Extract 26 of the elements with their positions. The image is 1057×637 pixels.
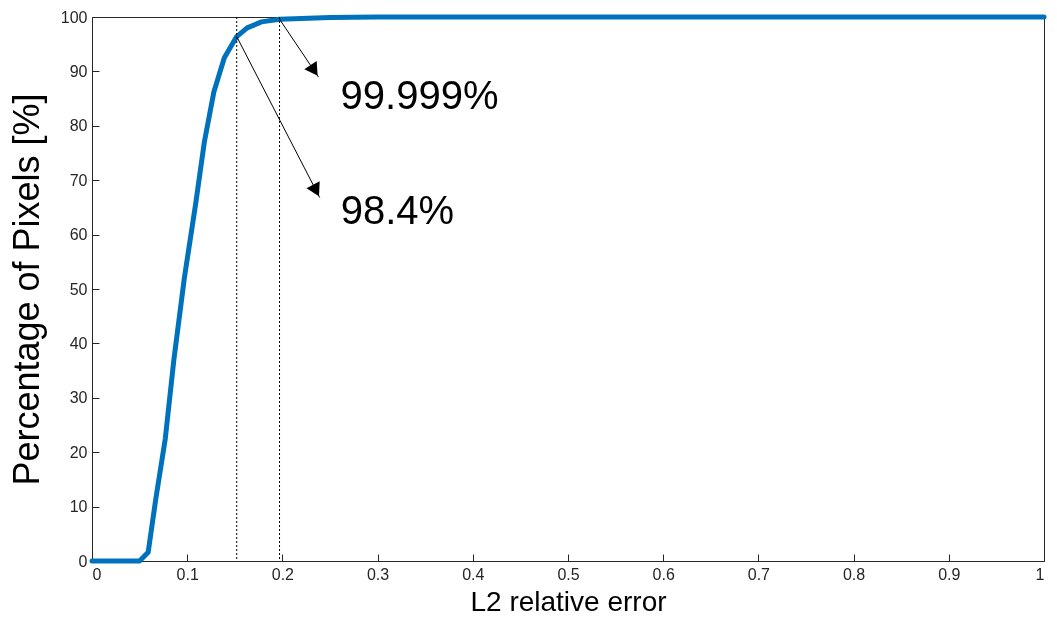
- x-tick-label: 0.6: [652, 565, 675, 583]
- y-tick-label: 40: [69, 334, 88, 352]
- y-tick-label: 50: [69, 280, 88, 298]
- y-axis-title: Percentage of Pixels [%]: [5, 93, 47, 486]
- y-tick-label: 100: [60, 8, 88, 26]
- y-tick-label: 20: [69, 443, 88, 461]
- y-tick-label: 30: [69, 389, 88, 407]
- x-tick-label: 0.3: [366, 565, 390, 583]
- x-tick-label: 0: [92, 565, 102, 583]
- annotation: 99.999%: [340, 73, 499, 118]
- y-tick-label: 80: [69, 117, 88, 135]
- x-tick-label: 0.9: [938, 565, 961, 583]
- x-tick-label: 0.1: [176, 565, 199, 583]
- x-tick-label: 0.7: [747, 565, 771, 583]
- x-tick-label: 0.8: [842, 565, 866, 583]
- x-tick-label: 0.5: [557, 565, 580, 583]
- y-tick-label: 60: [69, 226, 88, 244]
- y-tick-label: 0: [78, 552, 88, 570]
- y-tick-label: 70: [69, 171, 88, 189]
- x-tick-label: 0.4: [462, 565, 485, 583]
- x-tick-label: 1: [1035, 565, 1045, 583]
- y-tick-label: 90: [69, 62, 88, 80]
- x-tick-label: 0.2: [271, 565, 295, 583]
- annotation: 98.4%: [340, 187, 455, 232]
- y-tick-label: 10: [69, 498, 88, 516]
- x-axis-title: L2 relative error: [470, 585, 667, 617]
